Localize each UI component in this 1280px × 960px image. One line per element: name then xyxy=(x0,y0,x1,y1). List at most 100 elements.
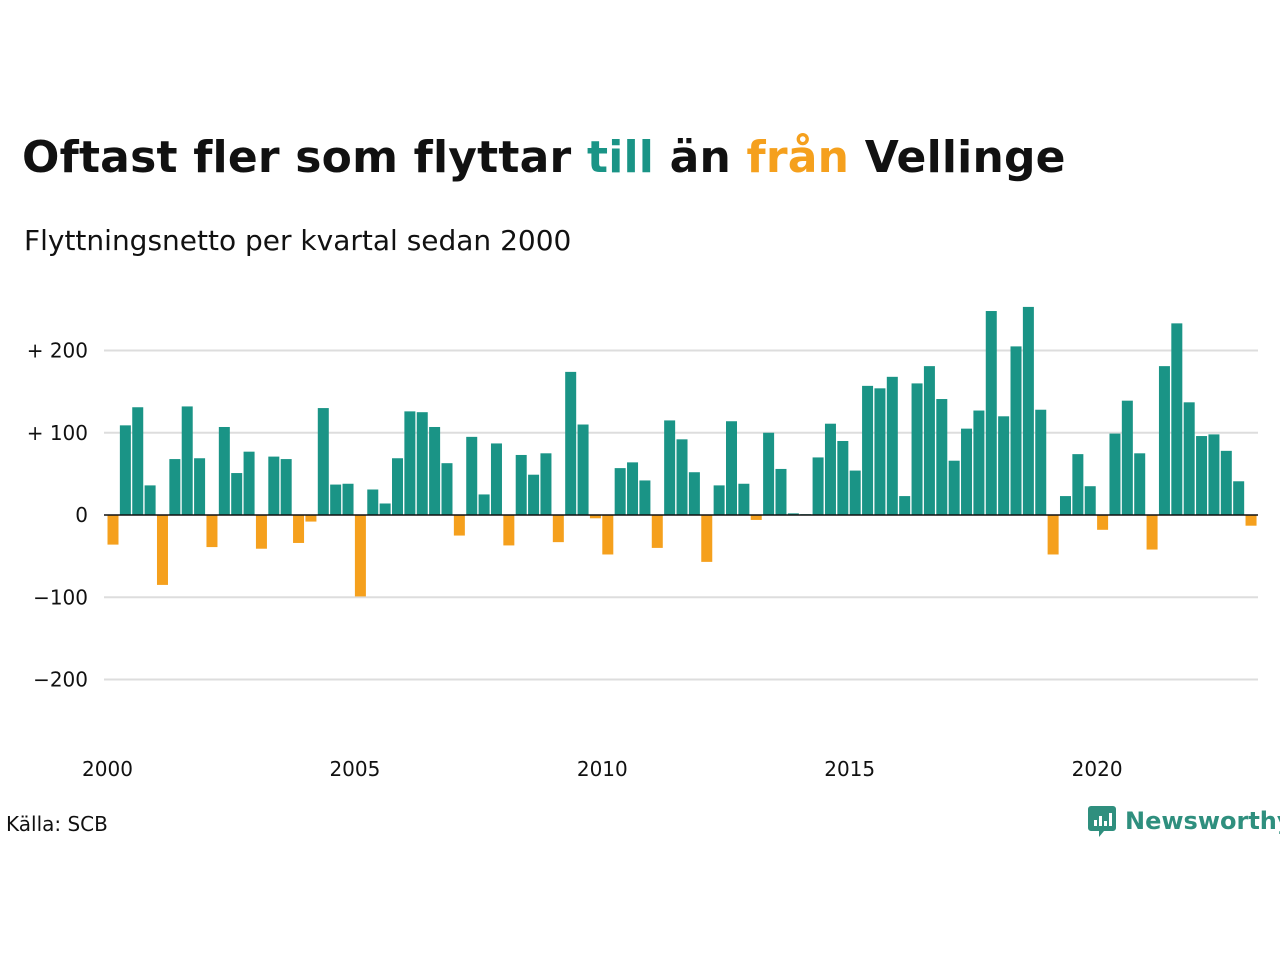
bar-positive xyxy=(1035,409,1047,515)
bar-positive xyxy=(627,462,639,515)
bar-positive xyxy=(490,443,502,515)
bars-layer xyxy=(107,306,1257,597)
x-tick-label: 2005 xyxy=(329,757,380,781)
bar-positive xyxy=(961,428,973,515)
bar-positive xyxy=(676,439,688,515)
bar-negative xyxy=(206,515,218,548)
bar-positive xyxy=(416,412,428,515)
bar-positive xyxy=(317,408,329,515)
x-tick-label: 2015 xyxy=(824,757,875,781)
bar-positive xyxy=(577,424,589,515)
bar-positive xyxy=(243,451,255,515)
bar-positive xyxy=(1220,450,1232,516)
bar-positive xyxy=(268,456,280,515)
x-axis-tick-labels: 2000 2005 2010 2015 2020 xyxy=(82,757,1123,781)
y-tick-label: −100 xyxy=(33,585,88,609)
y-axis-tick-labels: −200 −100 0 + 100 + 200 xyxy=(27,339,88,692)
newsworthy-logo-text: Newsworthy xyxy=(1125,807,1280,835)
bar-negative xyxy=(354,515,366,597)
bar-negative xyxy=(1047,515,1059,555)
bar-negative xyxy=(293,515,305,543)
bar-negative xyxy=(552,515,564,543)
bar-chart: −200 −100 0 + 100 + 200 2000 2005 2010 2015 2020 xyxy=(27,306,1258,781)
bar-positive xyxy=(948,460,960,515)
bar-positive xyxy=(1183,402,1195,515)
grid-layer xyxy=(104,349,1258,681)
bar-positive xyxy=(726,421,737,516)
bar-positive xyxy=(330,484,342,515)
bar-positive xyxy=(342,483,354,515)
bar-positive xyxy=(713,485,725,515)
bar-positive xyxy=(169,459,181,515)
bar-positive xyxy=(874,388,886,515)
title-part-1: Oftast fler som flyttar xyxy=(22,132,587,183)
bar-positive xyxy=(899,496,911,515)
bar-positive xyxy=(1196,436,1208,515)
bar-positive xyxy=(194,458,206,515)
bar-positive xyxy=(181,406,193,515)
bar-positive xyxy=(367,489,379,515)
bar-positive xyxy=(1208,434,1220,515)
bar-negative xyxy=(107,515,119,545)
bar-positive xyxy=(973,410,985,515)
bar-positive xyxy=(1109,433,1121,515)
bar-negative xyxy=(156,515,168,585)
x-tick-label: 2020 xyxy=(1072,757,1123,781)
bar-positive xyxy=(429,426,441,515)
bar-negative xyxy=(305,515,317,522)
bar-negative xyxy=(1146,515,1158,550)
bar-positive xyxy=(923,366,935,515)
bar-positive xyxy=(280,459,292,515)
bar-positive xyxy=(849,470,861,515)
bar-positive xyxy=(775,468,787,515)
bar-positive xyxy=(688,472,700,515)
newsworthy-logo[interactable]: Newsworthy xyxy=(1087,804,1280,838)
bar-positive xyxy=(787,513,799,516)
title-part-2: än xyxy=(654,132,747,183)
newsworthy-logo-icon xyxy=(1088,806,1116,837)
bar-positive xyxy=(231,473,243,515)
bar-positive xyxy=(441,463,453,515)
y-tick-label: −200 xyxy=(33,668,88,692)
bar-positive xyxy=(837,440,849,516)
bar-positive xyxy=(1158,366,1170,515)
bar-positive xyxy=(763,432,775,515)
title-highlight-fran: från xyxy=(746,132,850,183)
bar-positive xyxy=(404,411,416,516)
bar-positive xyxy=(466,436,478,515)
bar-positive xyxy=(144,485,156,515)
bar-positive xyxy=(824,423,836,515)
bar-positive xyxy=(540,453,552,515)
x-tick-label: 2010 xyxy=(577,757,628,781)
bar-negative xyxy=(1097,515,1109,530)
bar-negative xyxy=(602,515,614,555)
bar-positive xyxy=(392,458,404,515)
bar-negative xyxy=(750,515,762,520)
bar-positive xyxy=(998,416,1010,515)
bar-negative xyxy=(1245,515,1257,526)
bar-positive xyxy=(1059,496,1071,515)
bar-positive xyxy=(936,399,948,515)
bar-positive xyxy=(119,425,131,515)
bar-positive xyxy=(886,376,898,515)
bar-negative xyxy=(453,515,465,536)
bar-positive xyxy=(862,385,874,515)
y-tick-label: 0 xyxy=(75,503,88,527)
bar-positive xyxy=(738,483,750,515)
chart-subtitle: Flyttningsnetto per kvartal sedan 2000 xyxy=(24,224,572,257)
bar-positive xyxy=(1084,486,1096,515)
bar-positive xyxy=(1171,323,1183,515)
source-label: Källa: SCB xyxy=(6,812,108,836)
bar-positive xyxy=(1134,453,1146,515)
bar-positive xyxy=(1010,346,1022,515)
bar-positive xyxy=(565,371,577,515)
bar-positive xyxy=(664,420,676,515)
bar-negative xyxy=(255,515,267,549)
bar-positive xyxy=(478,494,490,515)
bar-positive xyxy=(218,426,230,515)
bar-positive xyxy=(379,503,391,516)
bar-positive xyxy=(1022,306,1034,515)
bar-negative xyxy=(503,515,515,546)
chart-title: Oftast fler som flyttar till än från Vel… xyxy=(22,132,1066,183)
y-tick-label: + 200 xyxy=(27,339,88,363)
